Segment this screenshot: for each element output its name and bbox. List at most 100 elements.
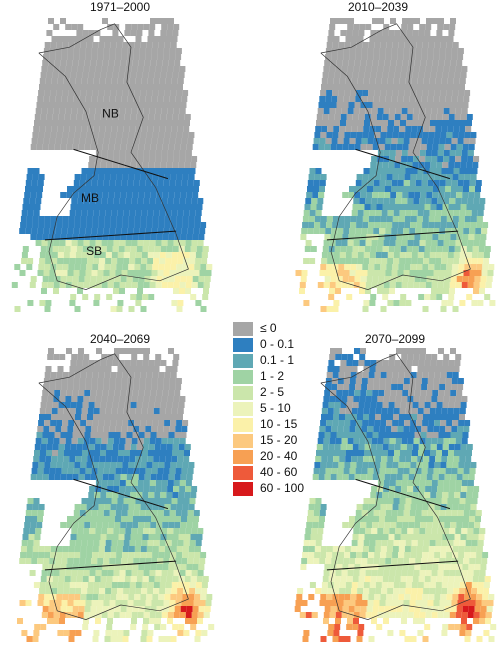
map-cell <box>376 534 383 540</box>
map-cell <box>131 438 138 444</box>
map-cell <box>417 210 424 216</box>
map-cell <box>161 150 168 156</box>
map-cell <box>367 600 374 606</box>
map-cell <box>336 606 343 612</box>
map-cell <box>397 138 404 144</box>
map-cell <box>327 36 334 42</box>
map-cell <box>409 228 416 234</box>
map-cell <box>166 72 173 78</box>
map-cell <box>473 618 479 624</box>
map-cell <box>380 264 387 270</box>
map-cell <box>175 378 182 384</box>
map-cell <box>90 390 97 396</box>
map-cell <box>452 552 459 558</box>
map-cell <box>160 576 167 582</box>
map-cell <box>174 606 181 612</box>
map-cell <box>147 252 154 258</box>
map-cell <box>342 474 349 480</box>
map-cell <box>124 576 131 582</box>
map-cell <box>55 270 62 276</box>
map-cell <box>92 174 99 180</box>
map-cell <box>480 234 487 240</box>
map-cell <box>178 444 185 450</box>
map-cell <box>374 594 381 600</box>
map-cell <box>315 498 322 504</box>
map-cell <box>458 222 465 228</box>
map-cell <box>474 276 481 282</box>
map-cell <box>410 42 417 48</box>
map-cell <box>350 264 357 270</box>
map-cell <box>338 216 345 222</box>
map-cell <box>348 144 355 150</box>
map-cell <box>177 258 184 264</box>
map-cell <box>399 300 406 306</box>
map-cell <box>380 504 387 510</box>
map-cell <box>442 624 449 630</box>
map-cell <box>375 408 382 414</box>
map-cell <box>455 156 462 162</box>
map-cell <box>348 102 355 108</box>
map-cell <box>445 468 452 474</box>
region-boundary <box>355 148 451 180</box>
map-cell <box>379 468 386 474</box>
map-cell <box>195 582 202 588</box>
map-cell <box>367 558 374 564</box>
map-cell <box>395 570 402 576</box>
map-cell <box>47 282 54 288</box>
map-cell <box>456 192 463 198</box>
map-cell <box>47 66 54 72</box>
map-cell <box>161 156 168 162</box>
map-cell <box>161 108 168 114</box>
map-cell <box>150 102 157 108</box>
map-cell <box>123 540 130 546</box>
map-cell <box>108 60 115 66</box>
map-cell <box>27 258 34 264</box>
map-cell <box>339 588 346 594</box>
map-cell <box>134 174 141 180</box>
map-cell <box>342 102 349 108</box>
map-cell <box>485 618 491 624</box>
map-cell <box>330 348 336 354</box>
map-cell <box>173 198 180 204</box>
map-cell <box>354 432 361 438</box>
map-cell <box>385 48 392 54</box>
map-cell <box>336 60 343 66</box>
map-cell <box>432 60 439 66</box>
map-cell <box>160 492 167 498</box>
map-cell <box>358 444 365 450</box>
map-cell <box>464 462 471 468</box>
map-cell <box>355 600 362 606</box>
map-cell <box>480 276 487 282</box>
map-cell <box>60 144 67 150</box>
map-cell <box>114 60 121 66</box>
map-cell <box>54 432 61 438</box>
map-cell <box>413 612 420 618</box>
map-cell <box>48 474 55 480</box>
map-cell <box>52 450 58 456</box>
map-cell <box>155 480 162 486</box>
map-cell <box>421 180 428 186</box>
map-cell <box>433 180 440 186</box>
map-cell <box>450 144 457 150</box>
map-cell <box>400 114 407 120</box>
map-cell <box>113 240 120 246</box>
map-cell <box>79 138 86 144</box>
map-cell <box>165 540 172 546</box>
map-cell <box>155 240 162 246</box>
map-cell <box>420 390 427 396</box>
map-cell <box>429 582 436 588</box>
map-cell <box>81 582 88 588</box>
map-cell <box>188 462 195 468</box>
map-cell <box>54 102 61 108</box>
map-cell <box>459 252 466 258</box>
map-cell <box>377 528 384 534</box>
map-cell <box>159 498 166 504</box>
map-cell <box>450 522 457 528</box>
map-cell <box>118 114 125 120</box>
map-cell <box>427 600 434 606</box>
map-cell <box>349 384 356 390</box>
map-cell <box>73 600 80 606</box>
map-cell <box>135 36 142 42</box>
map-cell <box>113 24 120 30</box>
map-cell <box>433 48 440 54</box>
